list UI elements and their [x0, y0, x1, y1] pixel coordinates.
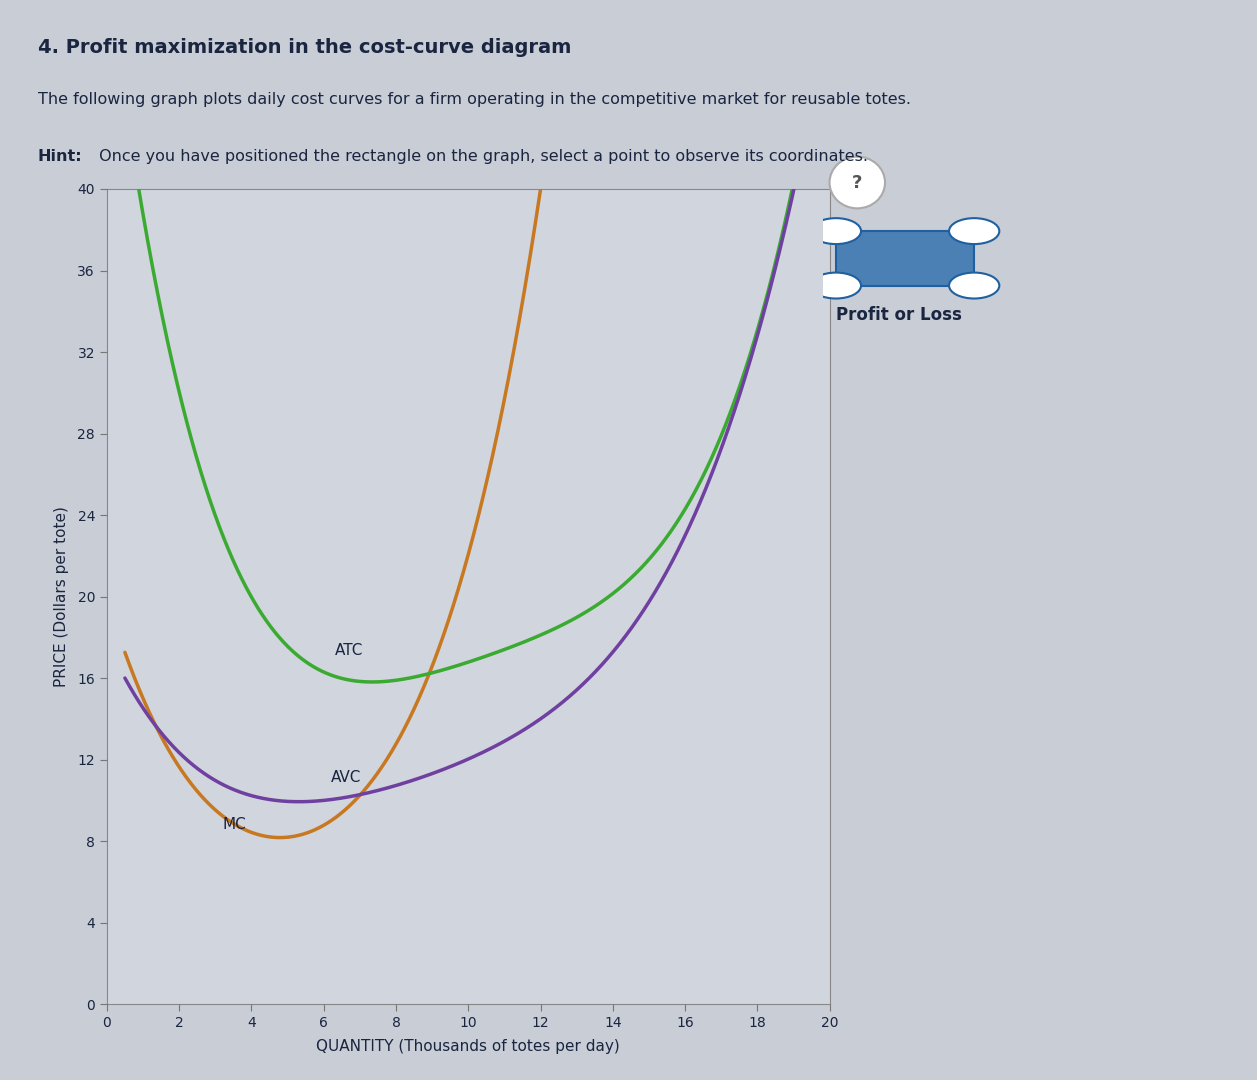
- Text: ATC: ATC: [334, 643, 363, 658]
- Text: Once you have positioned the rectangle on the graph, select a point to observe i: Once you have positioned the rectangle o…: [94, 149, 869, 164]
- Circle shape: [811, 218, 861, 244]
- Text: AVC: AVC: [331, 770, 361, 785]
- Y-axis label: PRICE (Dollars per tote): PRICE (Dollars per tote): [54, 507, 69, 687]
- Text: Profit or Loss: Profit or Loss: [836, 307, 962, 324]
- Circle shape: [949, 218, 999, 244]
- Text: 4. Profit maximization in the cost-curve diagram: 4. Profit maximization in the cost-curve…: [38, 38, 571, 57]
- Text: ?: ?: [852, 174, 862, 191]
- Circle shape: [811, 272, 861, 298]
- Circle shape: [949, 272, 999, 298]
- X-axis label: QUANTITY (Thousands of totes per day): QUANTITY (Thousands of totes per day): [317, 1039, 620, 1053]
- Text: MC: MC: [222, 816, 246, 832]
- Text: Hint:: Hint:: [38, 149, 83, 164]
- FancyBboxPatch shape: [836, 231, 974, 285]
- Circle shape: [830, 157, 885, 208]
- Text: The following graph plots daily cost curves for a firm operating in the competit: The following graph plots daily cost cur…: [38, 92, 911, 107]
